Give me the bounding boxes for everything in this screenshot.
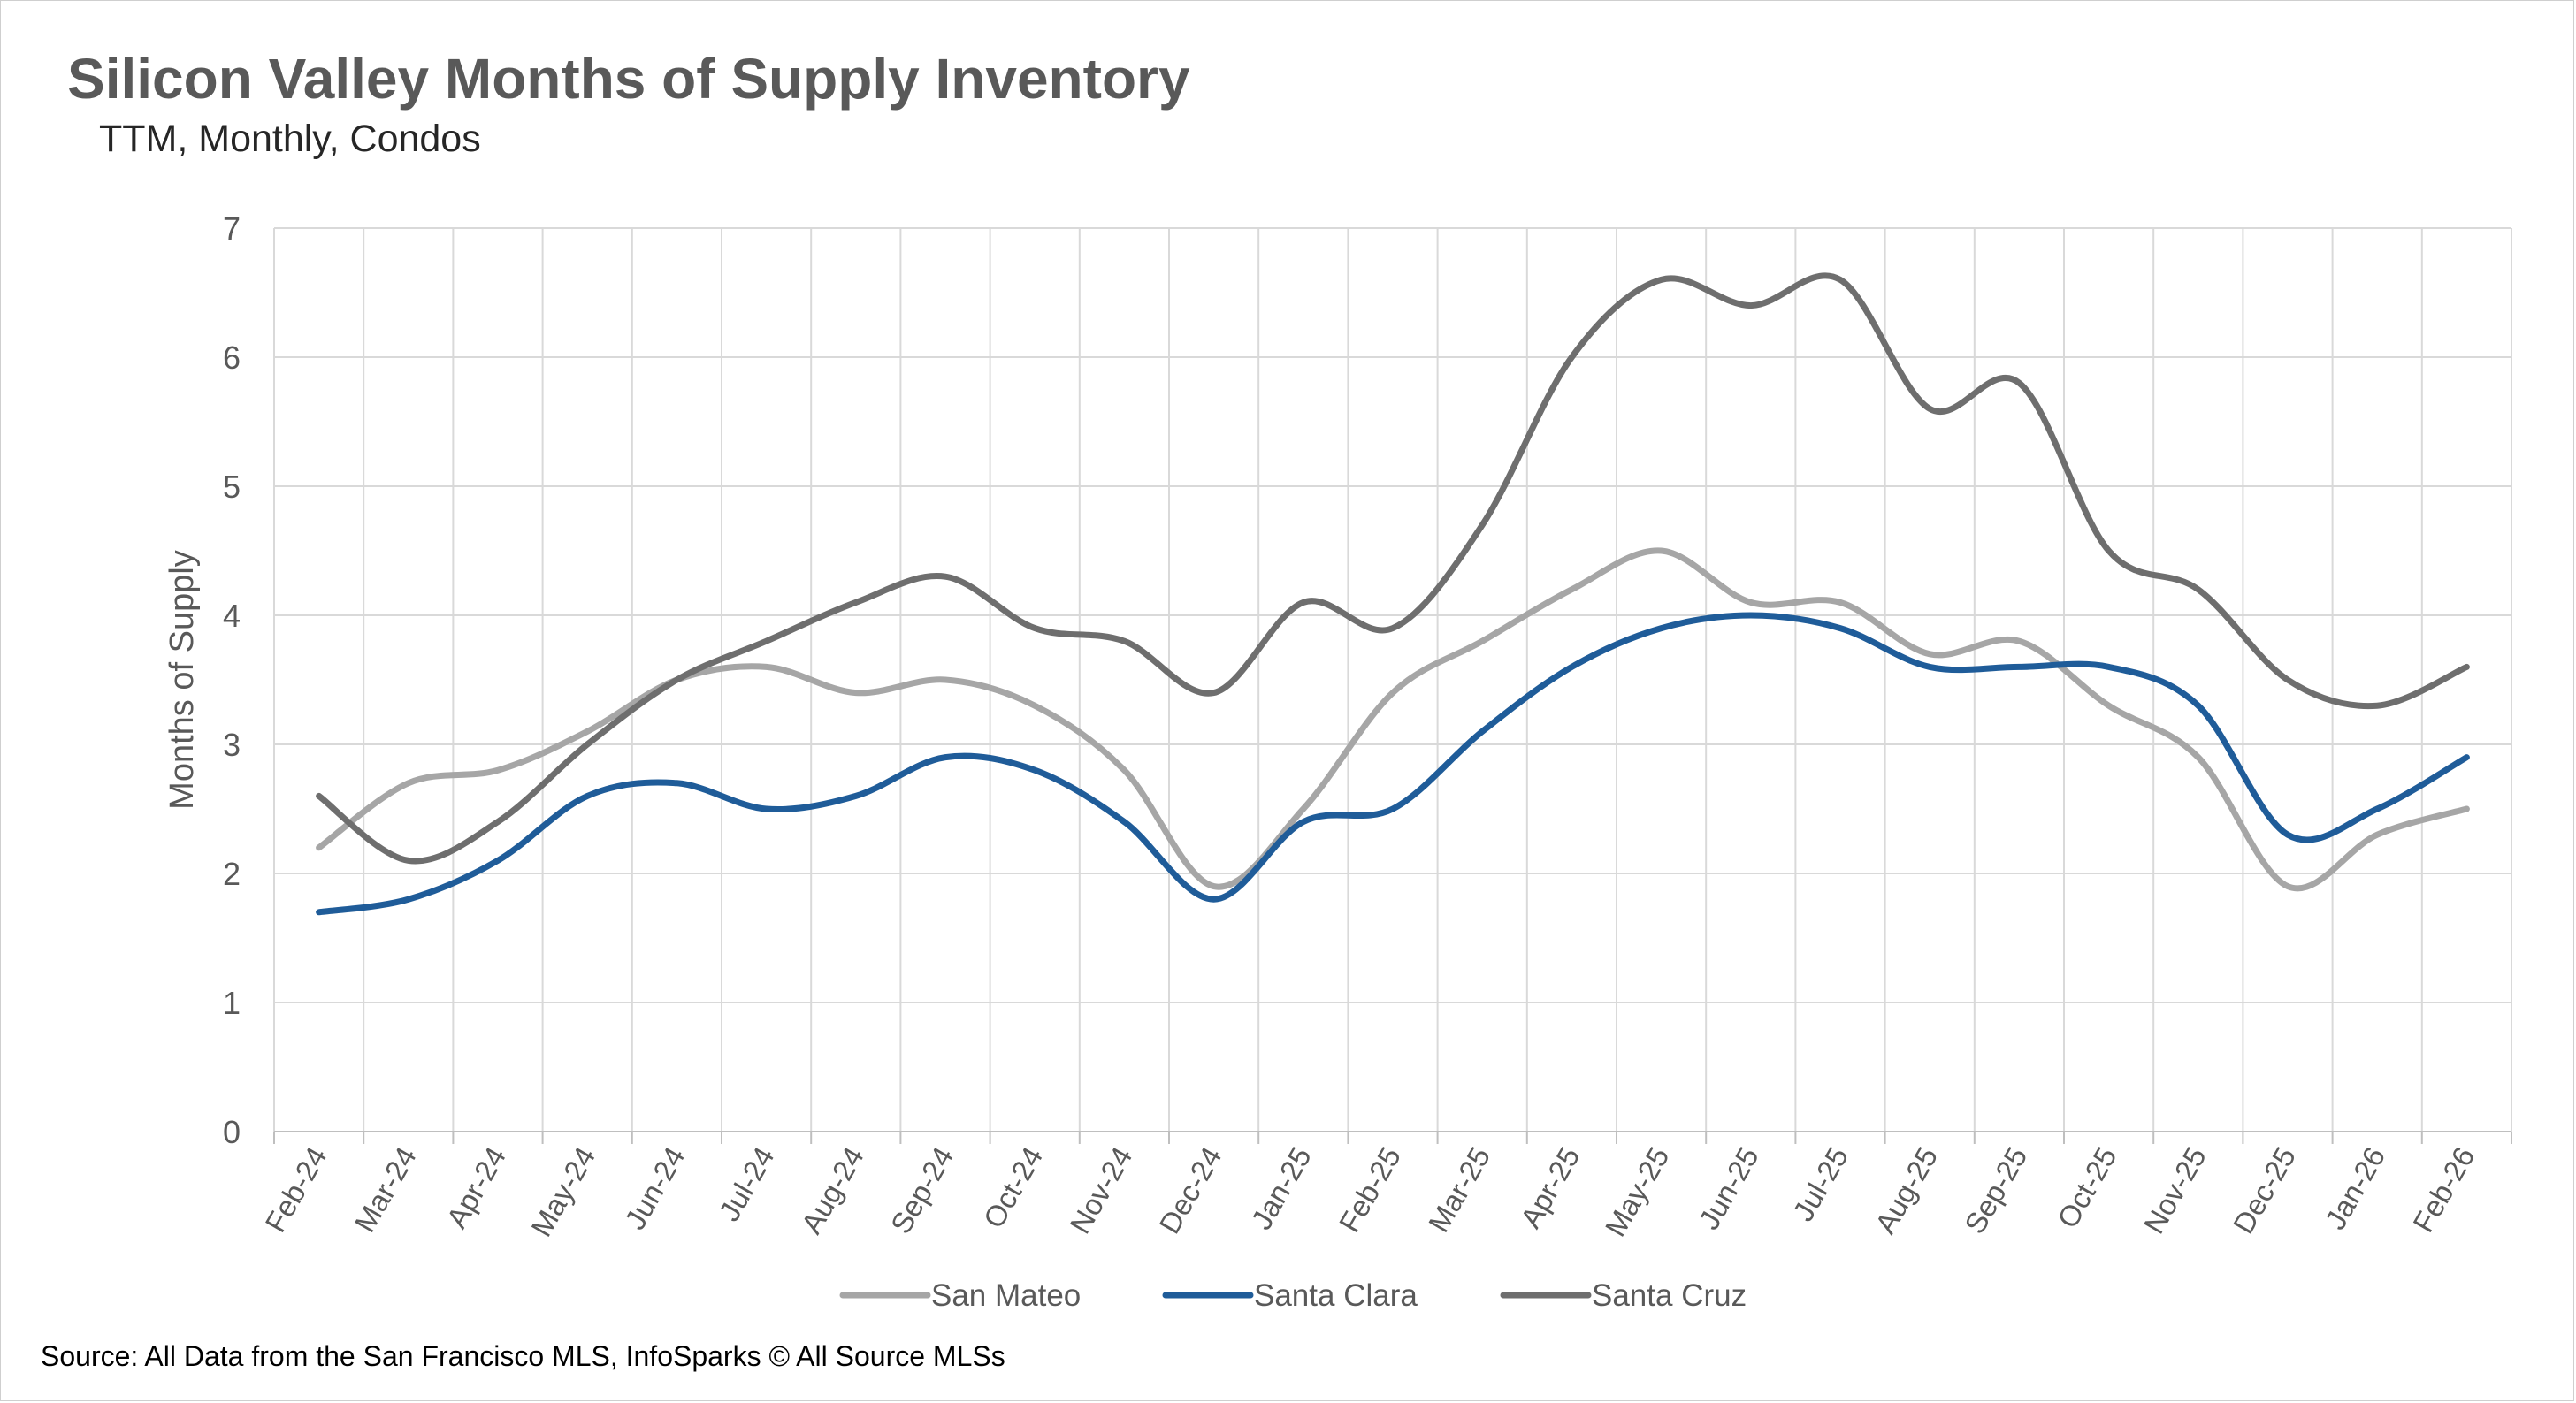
x-tick-label: Jul-24 bbox=[713, 1141, 781, 1226]
x-tick-label: Oct-24 bbox=[977, 1141, 1050, 1233]
x-tick-label: Dec-25 bbox=[2227, 1141, 2302, 1239]
chart-title: Silicon Valley Months of Supply Inventor… bbox=[67, 47, 1190, 111]
x-tick-label: Jun-25 bbox=[1692, 1141, 1764, 1235]
source-note: Source: All Data from the San Francisco … bbox=[41, 1340, 1005, 1372]
x-tick-label: Mar-25 bbox=[1422, 1141, 1496, 1238]
y-tick-label: 3 bbox=[223, 727, 241, 763]
x-tick-label: Jan-26 bbox=[2319, 1141, 2391, 1235]
y-tick-label: 0 bbox=[223, 1114, 241, 1150]
x-tick-label: Aug-24 bbox=[795, 1141, 870, 1239]
x-tick-label: Aug-25 bbox=[1869, 1141, 1944, 1239]
legend-label-santa-clara: Santa Clara bbox=[1254, 1278, 1418, 1313]
x-tick-label: Apr-24 bbox=[440, 1141, 512, 1233]
x-tick-label: Feb-24 bbox=[258, 1141, 333, 1238]
x-tick-label: Nov-24 bbox=[1063, 1141, 1138, 1239]
x-tick-label: Jan-25 bbox=[1244, 1141, 1317, 1235]
x-tick-label: Feb-25 bbox=[1333, 1141, 1407, 1238]
x-tick-label: Nov-25 bbox=[2137, 1141, 2213, 1239]
x-tick-label: Oct-25 bbox=[2051, 1141, 2123, 1233]
x-tick-label: May-24 bbox=[524, 1141, 601, 1242]
x-tick-label: Feb-26 bbox=[2406, 1141, 2480, 1238]
x-tick-label: Dec-24 bbox=[1152, 1141, 1227, 1239]
x-tick-label: Jul-25 bbox=[1786, 1141, 1854, 1226]
y-axis-title: Months of Supply bbox=[164, 550, 201, 810]
series-line-san-mateo bbox=[316, 547, 2470, 892]
legend-label-san-mateo: San Mateo bbox=[931, 1278, 1081, 1313]
y-tick-label: 5 bbox=[223, 469, 241, 505]
y-tick-label: 2 bbox=[223, 856, 241, 892]
x-tick-label: Apr-25 bbox=[1514, 1141, 1586, 1233]
series-line-santa-clara bbox=[316, 612, 2470, 916]
chart-subtitle: TTM, Monthly, Condos bbox=[99, 118, 481, 160]
x-tick-label: Sep-24 bbox=[884, 1141, 959, 1239]
x-tick-label: May-25 bbox=[1599, 1141, 1676, 1242]
y-tick-label: 1 bbox=[223, 985, 241, 1021]
y-tick-label: 4 bbox=[223, 598, 241, 634]
x-tick-label: Sep-25 bbox=[1958, 1141, 2033, 1239]
y-tick-label: 7 bbox=[223, 210, 241, 247]
x-tick-label: Jun-24 bbox=[618, 1141, 691, 1235]
legend-label-santa-cruz: Santa Cruz bbox=[1592, 1278, 1747, 1313]
x-tick-label: Mar-24 bbox=[348, 1141, 423, 1238]
series-line-santa-cruz bbox=[316, 272, 2470, 865]
y-tick-label: 6 bbox=[223, 339, 241, 376]
